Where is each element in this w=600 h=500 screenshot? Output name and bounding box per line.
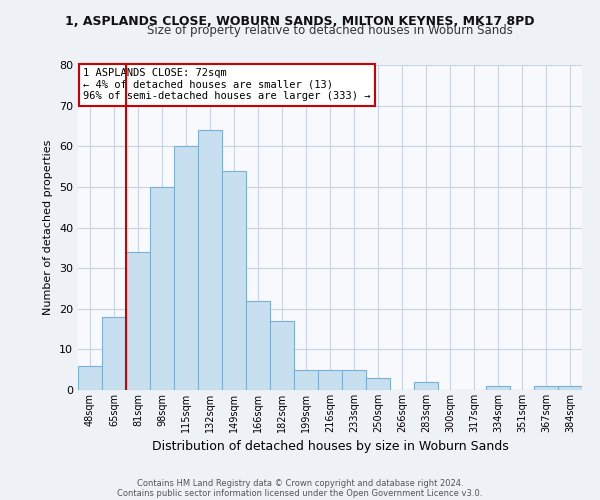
Bar: [414, 382, 438, 390]
Bar: [270, 321, 294, 390]
Bar: [150, 187, 174, 390]
Text: Contains public sector information licensed under the Open Government Licence v3: Contains public sector information licen…: [118, 488, 482, 498]
Bar: [534, 386, 558, 390]
Text: 1 ASPLANDS CLOSE: 72sqm
← 4% of detached houses are smaller (13)
96% of semi-det: 1 ASPLANDS CLOSE: 72sqm ← 4% of detached…: [83, 68, 371, 102]
Text: Contains HM Land Registry data © Crown copyright and database right 2024.: Contains HM Land Registry data © Crown c…: [137, 478, 463, 488]
Bar: [486, 386, 510, 390]
Bar: [366, 378, 390, 390]
Bar: [78, 366, 102, 390]
Bar: [294, 370, 318, 390]
Bar: [318, 370, 342, 390]
Bar: [246, 300, 270, 390]
Y-axis label: Number of detached properties: Number of detached properties: [43, 140, 53, 315]
Bar: [558, 386, 582, 390]
Bar: [222, 170, 246, 390]
Title: Size of property relative to detached houses in Woburn Sands: Size of property relative to detached ho…: [147, 24, 513, 38]
Bar: [174, 146, 198, 390]
Bar: [198, 130, 222, 390]
Bar: [342, 370, 366, 390]
Bar: [126, 252, 150, 390]
X-axis label: Distribution of detached houses by size in Woburn Sands: Distribution of detached houses by size …: [152, 440, 508, 454]
Text: 1, ASPLANDS CLOSE, WOBURN SANDS, MILTON KEYNES, MK17 8PD: 1, ASPLANDS CLOSE, WOBURN SANDS, MILTON …: [65, 15, 535, 28]
Bar: [102, 317, 126, 390]
